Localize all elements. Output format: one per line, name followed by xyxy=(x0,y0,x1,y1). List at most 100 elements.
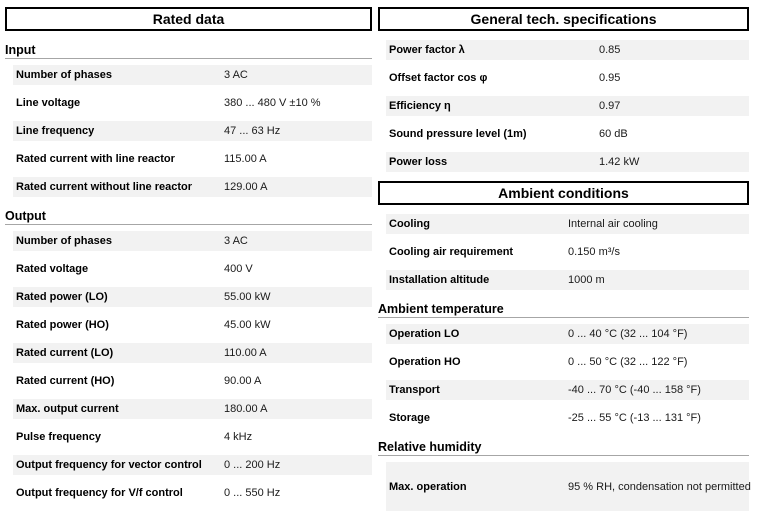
section-output: Output Number of phases 3 AC Rated voltage 4… xyxy=(5,210,372,503)
row-value: 45.00 kW xyxy=(224,319,271,331)
spec-row-rated-current-without-line-reactor: Rated current without line reactor 129.00… xyxy=(13,177,372,197)
row-label: Installation altitude xyxy=(389,274,490,286)
row-value: 0.95 xyxy=(599,72,621,84)
row-label: Rated current without line reactor xyxy=(16,181,193,193)
spec-row-rated-power-ho: Rated power (HO) 45.00 kW xyxy=(13,315,372,335)
left-column: Rated data Input Number of phases 3 AC Line … xyxy=(5,7,372,514)
panel-title-general-tech-specifications: General tech. specifications xyxy=(378,7,749,31)
section-title-output: Output xyxy=(5,210,372,225)
section-main: Power factor λ 0.85 Offset factor cos φ 0.9… xyxy=(378,40,749,172)
row-label: Operation LO xyxy=(389,328,460,340)
spec-row-rated-voltage: Rated voltage 400 V xyxy=(13,259,372,279)
row-label: Pulse frequency xyxy=(16,431,101,443)
row-value: Internal air cooling xyxy=(568,218,658,230)
row-value: 115.00 A xyxy=(224,153,267,165)
row-label: Rated power (LO) xyxy=(16,291,108,303)
row-label: Rated current with line reactor xyxy=(16,153,175,165)
panel-rated-data: Rated data Input Number of phases 3 AC Line … xyxy=(5,7,372,503)
row-value: 0 ... 550 Hz xyxy=(224,487,281,499)
spec-row-line-voltage: Line voltage 380 ... 480 V ±10 % xyxy=(13,93,372,113)
row-value: 110.00 A xyxy=(224,347,267,359)
row-value: 380 ... 480 V ±10 % xyxy=(224,97,321,109)
row-label: Power loss xyxy=(389,156,448,168)
spec-row-pulse-frequency: Pulse frequency 4 kHz xyxy=(13,427,372,447)
spec-row-operation-lo: Operation LO 0 ... 40 °C (32 ... 104 °F) xyxy=(386,324,749,344)
row-label: Transport xyxy=(389,384,440,396)
row-value: 1000 m xyxy=(568,274,605,286)
panel-ambient-conditions: Ambient conditions Cooling Internal air co… xyxy=(378,181,751,511)
spec-row-max-operation: Max. operation 95 % RH, condensation not … xyxy=(386,462,751,511)
spec-row-storage: Storage -25 ... 55 °C (-13 ... 131 °F) xyxy=(386,408,749,428)
row-label: Power factor λ xyxy=(389,44,465,56)
row-label: Line voltage xyxy=(16,97,81,109)
row-label: Rated current (LO) xyxy=(16,347,114,359)
row-value: 3 AC xyxy=(224,69,248,81)
row-value: -40 ... 70 °C (-40 ... 158 °F) xyxy=(568,384,701,396)
spec-row-sound-pressure-level-1m: Sound pressure level (1m) 60 dB xyxy=(386,124,749,144)
panel-general-tech-specifications: General tech. specifications Power factor… xyxy=(378,7,749,172)
spec-row-offset-factor-cos: Offset factor cos φ 0.95 xyxy=(386,68,749,88)
section-title-input: Input xyxy=(5,44,372,59)
row-label: Output frequency for V/f control xyxy=(16,487,183,499)
spec-row-transport: Transport -40 ... 70 °C (-40 ... 158 °F) xyxy=(386,380,749,400)
row-label: Number of phases xyxy=(16,235,112,247)
spec-row-output-frequency-for-v-f-control: Output frequency for V/f control 0 ... 55… xyxy=(13,483,372,503)
section-title-relative-humidity: Relative humidity xyxy=(378,441,749,456)
spec-row-installation-altitude: Installation altitude 1000 m xyxy=(386,270,749,290)
row-label: Sound pressure level (1m) xyxy=(389,128,527,140)
spec-row-rated-current-lo: Rated current (LO) 110.00 A xyxy=(13,343,372,363)
section-relative-humidity: Relative humidity Max. operation 95 % RH, … xyxy=(378,441,751,511)
row-label: Operation HO xyxy=(389,356,461,368)
row-value: 180.00 A xyxy=(224,403,268,415)
row-value: 129.00 A xyxy=(224,181,268,193)
spec-row-power-factor: Power factor λ 0.85 xyxy=(386,40,749,60)
spec-row-cooling-air-requirement: Cooling air requirement 0.150 m³/s xyxy=(386,242,749,262)
row-value: 0.85 xyxy=(599,44,621,56)
row-value: 47 ... 63 Hz xyxy=(224,125,281,137)
row-label: Efficiency η xyxy=(389,100,451,112)
spec-row-cooling: Cooling Internal air cooling xyxy=(386,214,749,234)
row-value: 400 V xyxy=(224,263,253,275)
row-value: 0.150 m³/s xyxy=(568,246,620,258)
spec-row-rated-current-with-line-reactor: Rated current with line reactor 115.00 A xyxy=(13,149,372,169)
row-value: 0 ... 50 °C (32 ... 122 °F) xyxy=(568,356,688,368)
row-value: 1.42 kW xyxy=(599,156,640,168)
row-label: Line frequency xyxy=(16,125,95,137)
section-title-ambient-temperature: Ambient temperature xyxy=(378,303,749,318)
row-label: Offset factor cos φ xyxy=(389,72,488,84)
section-ambient-temperature: Ambient temperature Operation LO 0 ... 40 … xyxy=(378,303,749,428)
section-main: Cooling Internal air cooling Cooling air r… xyxy=(378,214,749,290)
spec-row-efficiency: Efficiency η 0.97 xyxy=(386,96,749,116)
right-column: General tech. specifications Power factor… xyxy=(378,7,751,514)
row-value: 0.97 xyxy=(599,100,621,112)
section-input: Input Number of phases 3 AC Line voltage 380… xyxy=(5,44,372,197)
row-label: Rated power (HO) xyxy=(16,319,109,331)
spec-row-operation-ho: Operation HO 0 ... 50 °C (32 ... 122 °F) xyxy=(386,352,749,372)
row-label: Max. operation xyxy=(389,480,467,493)
spec-row-power-loss: Power loss 1.42 kW xyxy=(386,152,749,172)
row-value: -25 ... 55 °C (-13 ... 131 °F) xyxy=(568,412,701,424)
row-label: Rated current (HO) xyxy=(16,375,115,387)
row-label: Rated voltage xyxy=(16,263,89,275)
row-value: 4 kHz xyxy=(224,431,253,443)
row-value: 3 AC xyxy=(224,235,248,247)
spec-row-rated-current-ho: Rated current (HO) 90.00 A xyxy=(13,371,372,391)
row-value: 60 dB xyxy=(599,128,628,140)
row-value: 95 % RH, condensation not permitted xyxy=(568,480,751,493)
row-value: 90.00 A xyxy=(224,375,262,387)
row-value: 0 ... 40 °C (32 ... 104 °F) xyxy=(568,328,688,340)
spec-row-rated-power-lo: Rated power (LO) 55.00 kW xyxy=(13,287,372,307)
panel-title-rated-data: Rated data xyxy=(5,7,372,31)
spec-row-max-output-current: Max. output current 180.00 A xyxy=(13,399,372,419)
row-label: Storage xyxy=(389,412,430,424)
spec-row-output-frequency-for-vector-control: Output frequency for vector control 0 ...… xyxy=(13,455,372,475)
row-label: Output frequency for vector control xyxy=(16,459,202,471)
row-label: Max. output current xyxy=(16,403,119,415)
row-value: 0 ... 200 Hz xyxy=(224,459,281,471)
spec-row-number-of-phases: Number of phases 3 AC xyxy=(13,231,372,251)
row-value: 55.00 kW xyxy=(224,291,271,303)
row-label: Cooling xyxy=(389,218,430,230)
spec-row-line-frequency: Line frequency 47 ... 63 Hz xyxy=(13,121,372,141)
panel-title-ambient-conditions: Ambient conditions xyxy=(378,181,749,205)
